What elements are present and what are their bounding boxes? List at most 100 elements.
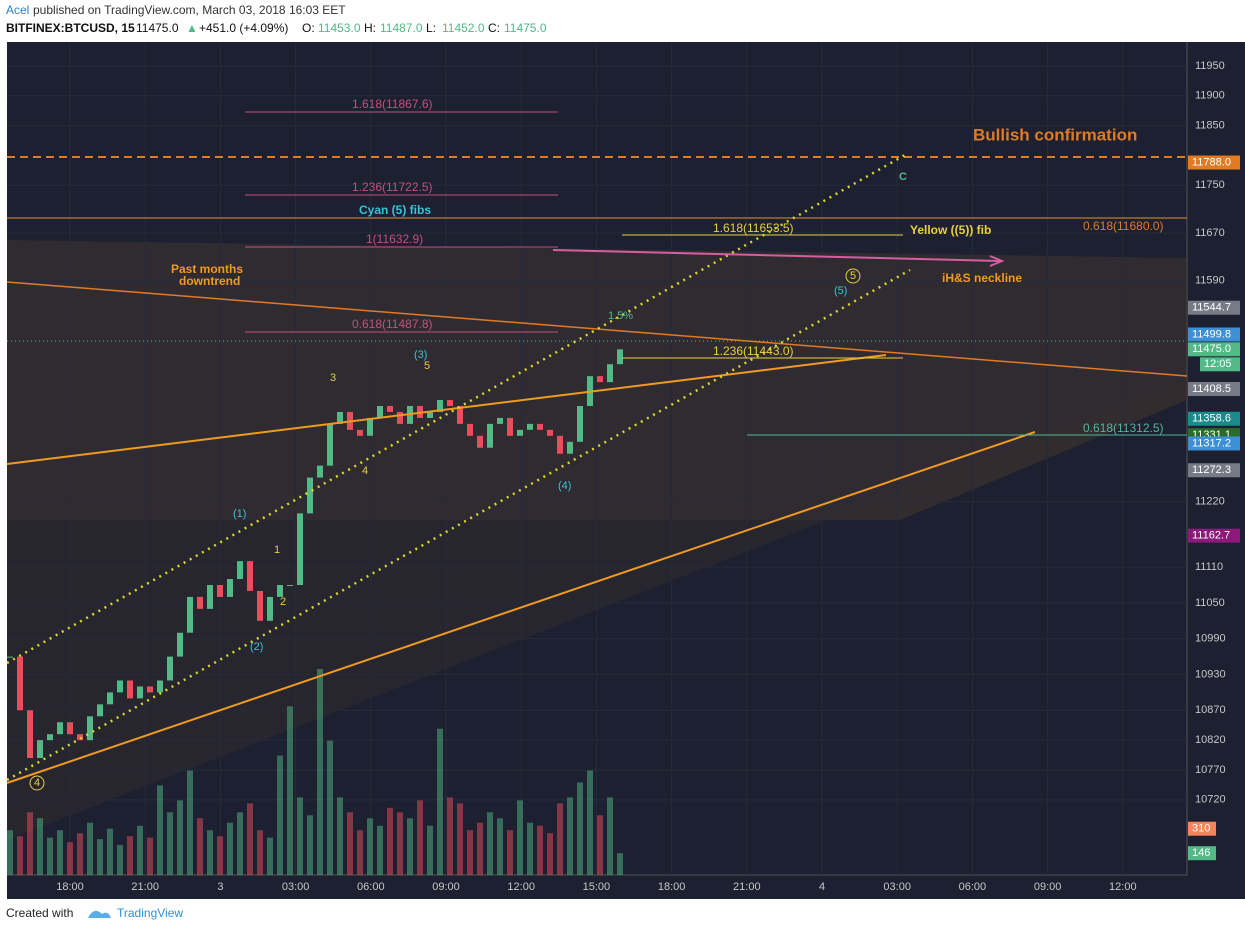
- arrow: [552, 249, 1005, 267]
- volume-bar: [297, 797, 303, 875]
- annotation: Bullish confirmation: [973, 125, 1137, 144]
- volume-bar: [77, 833, 83, 875]
- candle: [17, 656, 23, 711]
- footer-text: Created with: [6, 906, 73, 920]
- annotation: Past months: [171, 262, 243, 276]
- candle: [267, 596, 273, 621]
- candle: [317, 465, 323, 478]
- candle: [37, 740, 43, 759]
- candle: [107, 692, 113, 705]
- volume-bar: [157, 785, 163, 875]
- volume-bar: [187, 770, 193, 875]
- candle: [87, 716, 93, 741]
- candle: [377, 405, 383, 418]
- volume-bar: [507, 830, 513, 875]
- price-axis: [1187, 42, 1245, 875]
- candle: [527, 423, 533, 430]
- author[interactable]: Acel: [6, 3, 29, 17]
- published: published on TradingView.com, March 03, …: [33, 3, 346, 17]
- candle: [567, 441, 573, 454]
- candle: [287, 585, 293, 587]
- volume-bar: [537, 825, 543, 875]
- volume-bar: [457, 803, 463, 875]
- volume-bar: [497, 818, 503, 875]
- y-tick-label: 10820: [1195, 734, 1226, 746]
- wave: 5: [850, 270, 856, 282]
- trend-line: [6, 354, 887, 465]
- candle: [7, 656, 13, 658]
- volume-bar: [347, 812, 353, 875]
- volume-bar: [557, 803, 563, 875]
- price-badge: [1188, 528, 1240, 543]
- volume-bar: [267, 837, 273, 875]
- volume-bar: [97, 839, 103, 875]
- candles: [7, 349, 623, 759]
- candle: [437, 400, 443, 412]
- price-badge-label: 11272.3: [1192, 464, 1231, 476]
- wave: 2: [280, 596, 286, 608]
- volume-bar: [107, 828, 113, 875]
- candle: [327, 423, 333, 466]
- candle: [277, 585, 283, 597]
- volume-bar: [117, 845, 123, 875]
- wave: 4: [362, 465, 368, 477]
- wave-circle: [845, 268, 861, 284]
- candle: [27, 710, 33, 759]
- drawings: [6, 111, 1188, 784]
- ohlc-value: 11487.0: [380, 21, 423, 35]
- volume-bar: [577, 782, 583, 875]
- x-tick-label: 18:00: [658, 881, 686, 893]
- wave: (2): [250, 641, 263, 653]
- candle: [457, 405, 463, 424]
- candle: [257, 590, 263, 621]
- time-axis: [7, 875, 1245, 899]
- ohlc-value: 11452.0: [442, 21, 485, 35]
- candle: [77, 734, 83, 741]
- x-tick-label: 03:00: [883, 881, 911, 893]
- volume-bar: [257, 830, 263, 875]
- price-badge-label: 11317.2: [1192, 437, 1231, 449]
- candle: [577, 405, 583, 442]
- wave: (4): [558, 480, 571, 492]
- volume-bar: [37, 818, 43, 875]
- candle: [217, 585, 223, 597]
- candle: [167, 656, 173, 681]
- y-tick-label: 11050: [1195, 597, 1225, 609]
- volume-bar: [247, 803, 253, 875]
- volume-bar: [287, 706, 293, 875]
- volume-bar: [217, 836, 223, 875]
- volume-bar: [567, 797, 573, 875]
- y-tick-label: 10770: [1195, 764, 1226, 776]
- price-badge: [1188, 381, 1240, 396]
- volume-bar: [417, 800, 423, 875]
- volume-bar: [167, 812, 173, 875]
- change: +451.0 (+4.09%): [199, 21, 288, 35]
- wave-circle: [29, 775, 45, 791]
- candle: [117, 680, 123, 693]
- fib-label: 1.618(11653.5): [713, 221, 794, 235]
- volume-badge-label: 146: [1192, 847, 1210, 859]
- x-tick-label: 15:00: [583, 881, 611, 893]
- trend-line: [6, 431, 1036, 784]
- candle: [57, 722, 63, 735]
- volume-bar: [127, 836, 133, 875]
- y-tick-label: 10930: [1195, 668, 1226, 680]
- volume-bar: [527, 822, 533, 875]
- footer-brand[interactable]: TradingView: [117, 906, 183, 920]
- volume-bar: [357, 830, 363, 875]
- channel: [6, 268, 911, 782]
- volume-bar: [407, 818, 413, 875]
- price-badge: [1188, 300, 1240, 315]
- volume-bar: [47, 837, 53, 875]
- grid: [7, 42, 1187, 875]
- candle: [427, 411, 433, 418]
- volume-bar: [137, 825, 143, 875]
- x-tick-label: 18:00: [56, 881, 84, 893]
- y-tick-label: 11750: [1195, 179, 1225, 191]
- candle: [357, 429, 363, 436]
- candle: [297, 513, 303, 586]
- y-tick-label: 10720: [1195, 794, 1226, 806]
- volume-badge: [1188, 846, 1216, 861]
- wave: 3: [330, 372, 336, 384]
